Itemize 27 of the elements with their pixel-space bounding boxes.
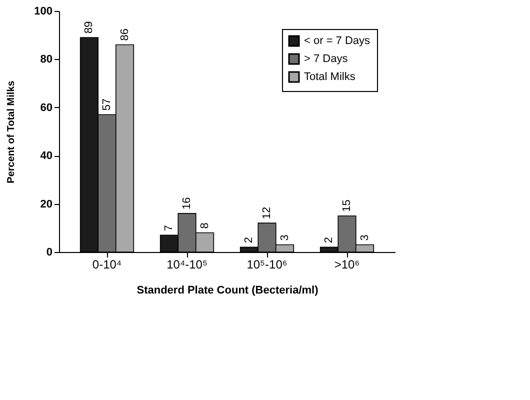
y-axis-title: Percent of Total Milks [6, 80, 18, 184]
legend-label: > 7 Days [304, 53, 348, 65]
data-label: 2 [243, 237, 256, 244]
x-tick-label: 10⁴-10⁵ [166, 258, 208, 272]
data-label: 86 [118, 28, 131, 41]
data-label: 3 [358, 234, 371, 241]
legend-label: Total Milks [304, 71, 356, 83]
y-tick-label: 20 [40, 198, 52, 210]
y-tick-label: 100 [34, 6, 52, 18]
data-label: 16 [181, 197, 193, 210]
data-label: 3 [278, 234, 291, 241]
y-tick-label: 40 [40, 150, 52, 162]
data-label: 8 [198, 222, 211, 229]
y-tick-label: 60 [40, 102, 52, 114]
legend-label: < or = 7 Days [304, 35, 371, 47]
data-label: 89 [83, 21, 96, 34]
x-axis-title: Standerd Plate Count (Becteria/ml) [136, 284, 319, 296]
data-label: 12 [261, 206, 273, 220]
y-tick-label: 80 [40, 54, 52, 66]
y-tick-label: 0 [46, 246, 52, 258]
data-label: 15 [341, 200, 353, 212]
x-tick-label: >10⁶ [334, 258, 360, 272]
x-tick-label: 0-10⁴ [92, 258, 122, 272]
data-label: 2 [323, 237, 336, 244]
data-label: 7 [163, 225, 176, 232]
x-tick-label: 10⁵-10⁶ [246, 258, 288, 272]
data-label: 57 [101, 98, 113, 111]
